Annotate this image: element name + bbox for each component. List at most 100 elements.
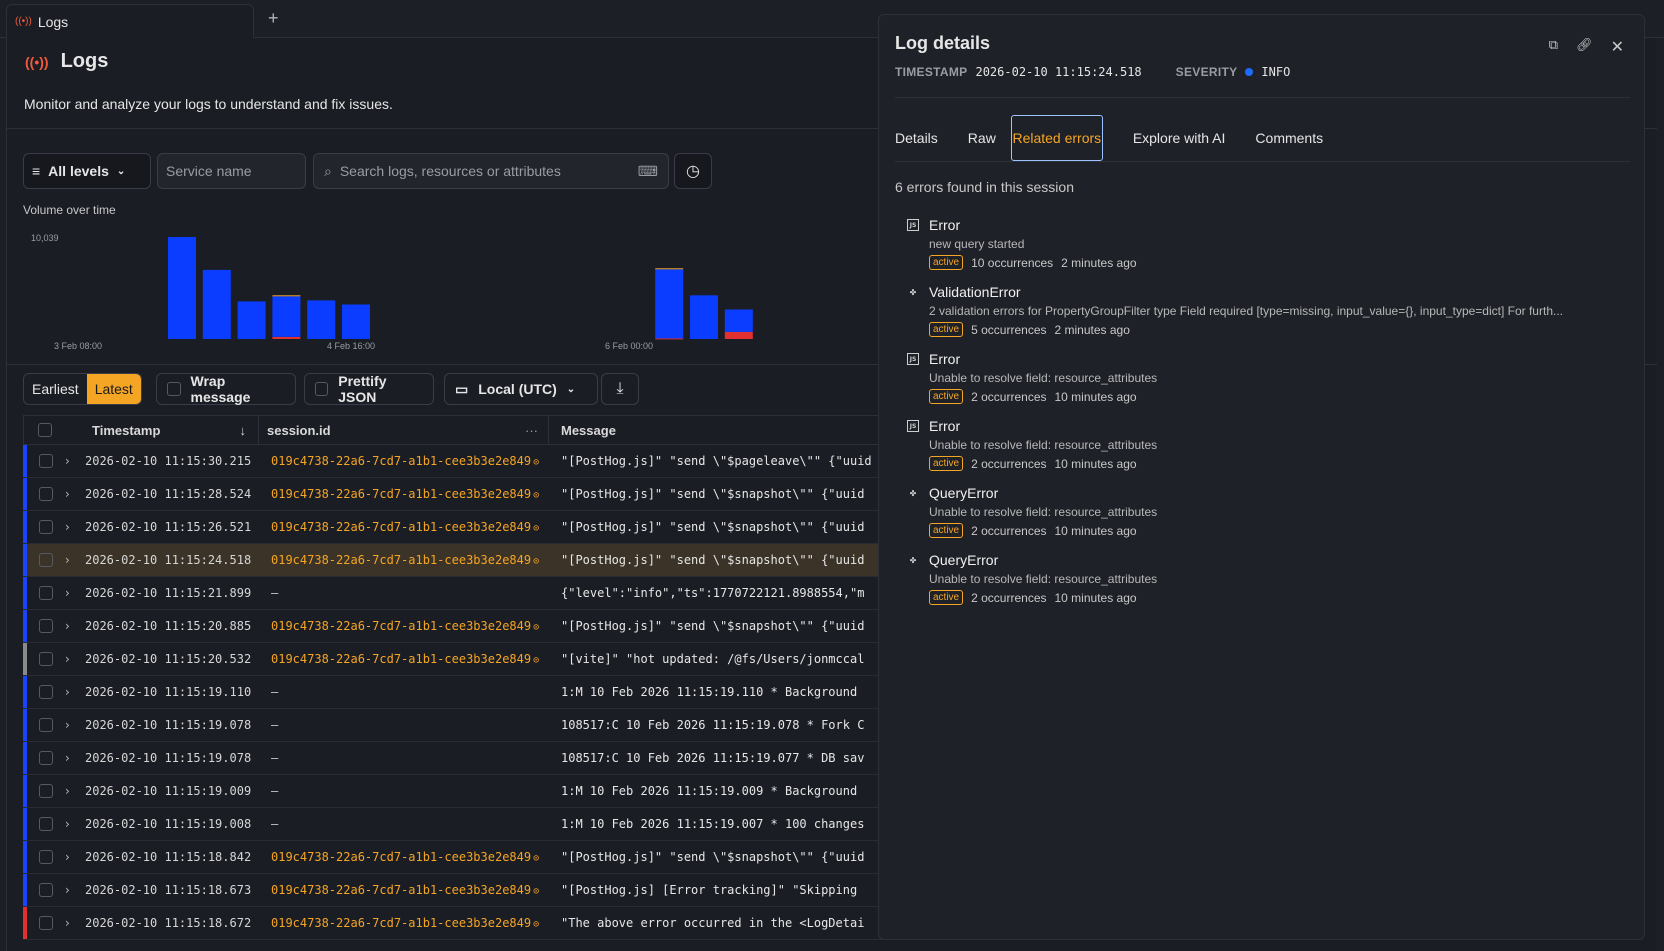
close-icon[interactable]: ✕ xyxy=(1610,39,1624,56)
timezone-select[interactable]: ▭ Local (UTC) ⌄ xyxy=(444,373,598,405)
prettify-json-toggle[interactable]: Prettify JSON xyxy=(304,373,434,405)
row-session[interactable]: 019c4738-22a6-7cd7-a1b1-cee3b3e2e849 ⊙ xyxy=(271,454,561,468)
tab-comments[interactable]: Comments xyxy=(1255,130,1324,146)
open-session-icon[interactable]: ⊙ xyxy=(533,523,540,534)
table-row[interactable]: › 2026-02-10 11:15:26.521 019c4738-22a6-7c… xyxy=(23,511,903,544)
session-column-header[interactable]: session.id ··· xyxy=(259,416,549,444)
table-row[interactable]: › 2026-02-10 11:15:18.842 019c4738-22a6-7c… xyxy=(23,841,903,874)
expand-chevron-icon[interactable]: › xyxy=(65,586,70,600)
download-button[interactable]: ⤓ xyxy=(601,373,639,405)
table-row[interactable]: › 2026-02-10 11:15:30.215 019c4738-22a6-7c… xyxy=(23,445,903,478)
row-checkbox[interactable] xyxy=(39,784,53,798)
error-title[interactable]: QueryError xyxy=(929,485,999,501)
chart-bar-warn[interactable] xyxy=(655,268,684,270)
table-row[interactable]: › 2026-02-10 11:15:21.899 – {"level":"info"… xyxy=(23,577,903,610)
open-session-icon[interactable]: ⊙ xyxy=(533,457,540,468)
row-checkbox[interactable] xyxy=(39,883,53,897)
levels-filter-button[interactable]: ≡ All levels ⌄ xyxy=(23,153,151,189)
expand-chevron-icon[interactable]: › xyxy=(65,487,70,501)
expand-chevron-icon[interactable]: › xyxy=(65,817,70,831)
search-box[interactable]: ⌕ ⌨ xyxy=(313,153,669,189)
expand-chevron-icon[interactable]: › xyxy=(65,520,70,534)
expand-chevron-icon[interactable]: › xyxy=(65,850,70,864)
checkbox[interactable] xyxy=(315,382,329,396)
latest-button[interactable]: Latest xyxy=(86,374,141,404)
row-checkbox[interactable] xyxy=(39,850,53,864)
chart-bar-info[interactable] xyxy=(272,296,301,337)
row-checkbox[interactable] xyxy=(39,553,53,567)
table-row[interactable]: › 2026-02-10 11:15:19.009 – 1:M 10 Feb 2026… xyxy=(23,775,903,808)
row-checkbox[interactable] xyxy=(39,586,53,600)
error-item[interactable]: JS Error Unable to resolve field: resource… xyxy=(907,416,1607,471)
row-session[interactable]: 019c4738-22a6-7cd7-a1b1-cee3b3e2e849 ⊙ xyxy=(271,520,561,534)
open-session-icon[interactable]: ⊙ xyxy=(533,622,540,633)
open-session-icon[interactable]: ⊙ xyxy=(533,490,540,501)
row-checkbox[interactable] xyxy=(39,817,53,831)
table-row[interactable]: › 2026-02-10 11:15:20.532 019c4738-22a6-7c… xyxy=(23,643,903,676)
row-checkbox[interactable] xyxy=(39,454,53,468)
expand-chevron-icon[interactable]: › xyxy=(65,553,70,567)
error-title[interactable]: Error xyxy=(929,418,961,434)
row-checkbox[interactable] xyxy=(39,916,53,930)
open-session-icon[interactable]: ⊙ xyxy=(533,853,540,864)
chart-bar-error[interactable] xyxy=(272,337,301,339)
open-session-icon[interactable]: ⊙ xyxy=(533,655,540,666)
link-icon[interactable]: 🔗︎ xyxy=(1576,37,1593,52)
error-item[interactable]: JS Error new query started active 10 occurre… xyxy=(907,215,1607,270)
table-row[interactable]: › 2026-02-10 11:15:18.673 019c4738-22a6-7c… xyxy=(23,874,903,907)
expand-chevron-icon[interactable]: › xyxy=(65,718,70,732)
chart-bar-info[interactable] xyxy=(307,300,336,339)
row-checkbox[interactable] xyxy=(39,520,53,534)
row-session[interactable]: – xyxy=(271,586,561,600)
wrap-message-toggle[interactable]: Wrap message xyxy=(156,373,296,405)
row-checkbox[interactable] xyxy=(39,619,53,633)
error-item[interactable]: ✤ ValidationError 2 validation errors for … xyxy=(907,282,1607,337)
timestamp-column-header[interactable]: Timestamp ↓ xyxy=(66,416,259,444)
row-session[interactable]: 019c4738-22a6-7cd7-a1b1-cee3b3e2e849 ⊙ xyxy=(271,619,561,633)
error-item[interactable]: JS Error Unable to resolve field: resource… xyxy=(907,349,1607,404)
chart-bar-warn[interactable] xyxy=(272,295,301,297)
row-checkbox[interactable] xyxy=(39,685,53,699)
error-item[interactable]: ✤ QueryError Unable to resolve field: reso… xyxy=(907,550,1607,605)
open-session-icon[interactable]: ⊙ xyxy=(533,886,540,897)
tab-explore-with-ai[interactable]: Explore with AI xyxy=(1132,130,1226,146)
column-menu-icon[interactable]: ··· xyxy=(525,422,538,438)
chart-bar-info[interactable] xyxy=(168,237,196,339)
chart-bar-info[interactable] xyxy=(202,269,231,339)
chart-bar-info[interactable] xyxy=(690,295,718,339)
row-session[interactable]: – xyxy=(271,817,561,831)
expand-chevron-icon[interactable]: › xyxy=(65,751,70,765)
expand-chevron-icon[interactable]: › xyxy=(65,685,70,699)
error-title[interactable]: ValidationError xyxy=(929,284,1021,300)
error-title[interactable]: Error xyxy=(929,351,961,367)
select-all-checkbox[interactable] xyxy=(38,423,52,437)
row-checkbox[interactable] xyxy=(39,751,53,765)
error-item[interactable]: ✤ QueryError Unable to resolve field: reso… xyxy=(907,483,1607,538)
chart-bar-info[interactable] xyxy=(237,301,266,339)
table-row[interactable]: › 2026-02-10 11:15:28.524 019c4738-22a6-7c… xyxy=(23,478,903,511)
row-session[interactable]: – xyxy=(271,784,561,798)
time-range-button[interactable]: ◷ xyxy=(674,153,712,189)
table-row[interactable]: › 2026-02-10 11:15:19.008 – 1:M 10 Feb 2026… xyxy=(23,808,903,841)
tab-details[interactable]: Details xyxy=(895,130,938,146)
sort-arrow-icon[interactable]: ↓ xyxy=(239,422,247,438)
row-session[interactable]: – xyxy=(271,685,561,699)
row-session[interactable]: 019c4738-22a6-7cd7-a1b1-cee3b3e2e849 ⊙ xyxy=(271,916,561,930)
tab-logs[interactable]: ((•)) Logs xyxy=(6,4,254,38)
expand-chevron-icon[interactable]: › xyxy=(65,619,70,633)
keyboard-icon[interactable]: ⌨ xyxy=(637,162,658,179)
row-session[interactable]: – xyxy=(271,718,561,732)
expand-chevron-icon[interactable]: › xyxy=(65,652,70,666)
row-session[interactable]: 019c4738-22a6-7cd7-a1b1-cee3b3e2e849 ⊙ xyxy=(271,652,561,666)
row-session[interactable]: – xyxy=(271,751,561,765)
table-row[interactable]: › 2026-02-10 11:15:19.078 – 108517:C 10 Feb… xyxy=(23,709,903,742)
copy-icon[interactable]: ⧉ xyxy=(1548,37,1559,52)
expand-chevron-icon[interactable]: › xyxy=(65,454,70,468)
chart-bar-info[interactable] xyxy=(724,309,753,332)
expand-chevron-icon[interactable]: › xyxy=(65,784,70,798)
row-session[interactable]: 019c4738-22a6-7cd7-a1b1-cee3b3e2e849 ⊙ xyxy=(271,487,561,501)
table-row[interactable]: › 2026-02-10 11:15:19.078 – 108517:C 10 Feb… xyxy=(23,742,903,775)
table-row[interactable]: › 2026-02-10 11:15:19.110 – 1:M 10 Feb 2026… xyxy=(23,676,903,709)
chart-bar-info[interactable] xyxy=(342,304,370,340)
chart-bar-info[interactable] xyxy=(655,269,684,339)
